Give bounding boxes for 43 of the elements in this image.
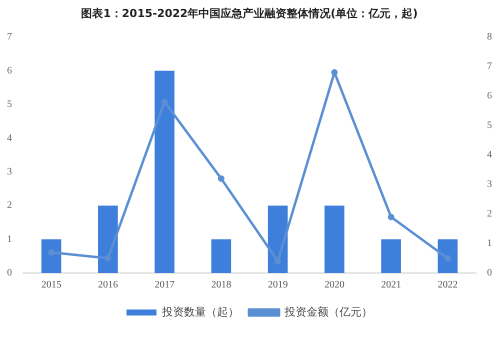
x-tick-label: 2015 bbox=[41, 280, 62, 291]
y-tick-label: 1 bbox=[7, 234, 12, 245]
point bbox=[331, 69, 338, 76]
point bbox=[274, 258, 282, 264]
y2-tick-label: 1 bbox=[487, 238, 492, 250]
y-tick-label: 7 bbox=[7, 32, 12, 43]
y-tick-label: 5 bbox=[7, 99, 12, 110]
point bbox=[104, 255, 112, 262]
bar bbox=[381, 239, 401, 273]
y2-tick-label: 3 bbox=[487, 179, 492, 190]
bar bbox=[438, 239, 458, 273]
chart-title: 图表1：2015-2022年中国应急产业融资整体情况(单位：亿元，起) bbox=[80, 6, 419, 21]
x-tick-label: 2019 bbox=[268, 280, 288, 291]
y-tick-label: 0 bbox=[7, 268, 12, 279]
bar bbox=[324, 206, 344, 273]
x-tick-label: 2016 bbox=[98, 280, 118, 291]
legend-label: 投资金额（亿元） bbox=[284, 305, 372, 318]
point bbox=[444, 255, 451, 262]
y2-tick-label: 8 bbox=[487, 32, 492, 43]
y-tick-label: 2 bbox=[7, 200, 12, 212]
y-tick-label: 6 bbox=[7, 65, 12, 76]
y2-tick-label: 7 bbox=[487, 61, 492, 72]
x-tick-label: 2021 bbox=[381, 280, 402, 291]
x-tick-label: 2020 bbox=[324, 280, 344, 291]
y2-tick-label: 2 bbox=[487, 208, 492, 220]
y-tick-label: 3 bbox=[7, 166, 12, 178]
point bbox=[388, 214, 394, 220]
point bbox=[48, 249, 55, 256]
bar bbox=[41, 239, 62, 273]
y2-tick-label: 5 bbox=[487, 120, 492, 132]
bar bbox=[211, 239, 232, 273]
x-tick-label: 2017 bbox=[154, 280, 175, 291]
x-tick-label: 2018 bbox=[211, 280, 232, 291]
x-tick-label: 2022 bbox=[438, 280, 458, 291]
y2-tick-label: 4 bbox=[487, 150, 492, 161]
y-tick-label: 4 bbox=[7, 132, 12, 144]
point bbox=[218, 175, 224, 182]
point bbox=[161, 98, 168, 106]
y2-tick-label: 0 bbox=[487, 268, 492, 279]
y2-tick-label: 6 bbox=[487, 90, 492, 102]
legend-label: 投资数量（起） bbox=[161, 305, 239, 318]
bar bbox=[154, 70, 174, 273]
bar bbox=[98, 206, 118, 273]
